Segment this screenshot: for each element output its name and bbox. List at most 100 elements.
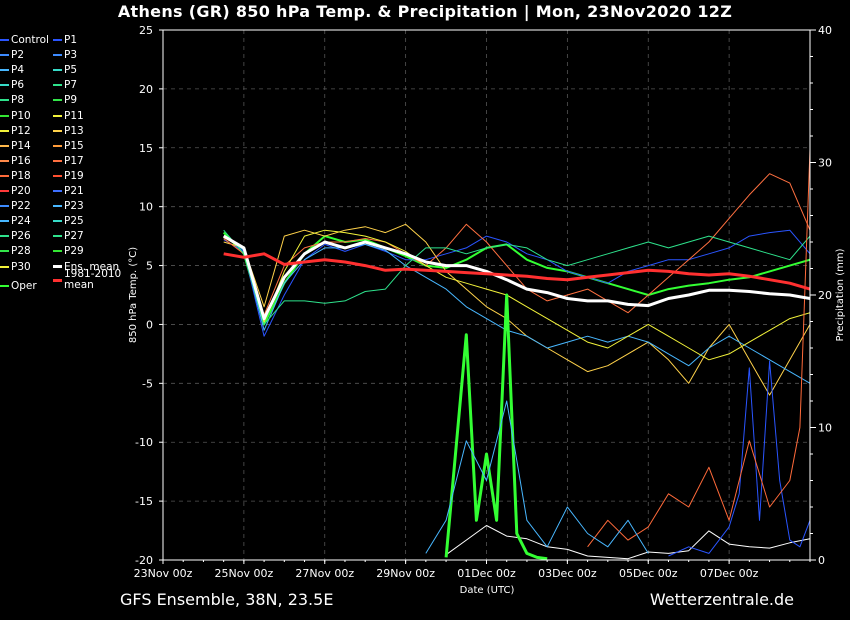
y-tick-label: -15 bbox=[135, 495, 153, 508]
legend-label: P27 bbox=[64, 230, 84, 243]
legend-label: 1981-2010 mean bbox=[64, 268, 122, 292]
footer-source: Wetterzentrale.de bbox=[649, 590, 794, 609]
legend-item: P9 bbox=[53, 93, 77, 107]
legend-label: P14 bbox=[11, 139, 31, 152]
legend-label: P8 bbox=[11, 94, 25, 107]
legend-swatch bbox=[53, 99, 62, 102]
legend-item: P16 bbox=[0, 154, 31, 168]
legend-label: Ens. mean bbox=[64, 260, 120, 273]
legend-label: P9 bbox=[64, 94, 78, 107]
legend-label: P28 bbox=[11, 245, 31, 258]
x-tick-label: 07Dec 00z bbox=[700, 567, 759, 580]
legend-item: P24 bbox=[0, 214, 31, 228]
series-line-p17 bbox=[223, 173, 810, 316]
legend-swatch bbox=[0, 54, 9, 57]
legend-swatch bbox=[53, 190, 62, 192]
legend-label: P6 bbox=[11, 79, 25, 92]
legend-swatch bbox=[0, 144, 9, 147]
y2-tick-label: 0 bbox=[818, 554, 825, 567]
legend-swatch bbox=[0, 174, 9, 177]
x-tick-label: 29Nov 00z bbox=[376, 567, 435, 580]
legend-swatch bbox=[0, 235, 9, 238]
legend-label: P13 bbox=[64, 124, 84, 137]
legend-swatch bbox=[0, 39, 9, 41]
legend-swatch bbox=[0, 265, 9, 268]
legend-item: P13 bbox=[53, 124, 84, 138]
legend-swatch bbox=[53, 114, 62, 117]
y-tick-label: 15 bbox=[139, 142, 153, 155]
legend-item: 1981-2010 mean bbox=[53, 269, 134, 291]
legend-label: Oper bbox=[11, 280, 37, 293]
y-tick-label: -5 bbox=[142, 377, 153, 390]
series-line-oper-precipitation bbox=[444, 293, 548, 560]
series-line-p18-precipitation bbox=[587, 149, 810, 548]
legend-item: P22 bbox=[0, 199, 31, 213]
legend-item: P10 bbox=[0, 109, 31, 123]
legend-swatch bbox=[53, 265, 62, 268]
legend-label: P5 bbox=[64, 64, 78, 77]
legend-label: P1 bbox=[64, 34, 78, 46]
chart-title: Athens (GR) 850 hPa Temp. & Precipitatio… bbox=[117, 2, 733, 21]
plot-frame bbox=[162, 29, 811, 561]
y-tick-label: 0 bbox=[146, 318, 153, 331]
legend-swatch bbox=[0, 129, 9, 132]
x-tick-label: 05Dec 00z bbox=[619, 567, 678, 580]
legend-label: P23 bbox=[64, 200, 84, 213]
x-tick-label: 25Nov 00z bbox=[215, 567, 274, 580]
legend-label: P3 bbox=[64, 49, 78, 62]
y-tick-label: 20 bbox=[139, 83, 153, 96]
series-line-ens-mean-precipitation bbox=[445, 525, 810, 560]
legend-item: P8 bbox=[0, 93, 24, 107]
legend-label: P26 bbox=[11, 230, 31, 243]
legend-swatch bbox=[53, 144, 62, 147]
legend-label: P18 bbox=[11, 169, 31, 182]
legend-label: P12 bbox=[11, 124, 31, 137]
series-line-p1-precipitation bbox=[668, 360, 810, 557]
legend-item: Control bbox=[0, 33, 49, 47]
legend-item: P20 bbox=[0, 184, 31, 198]
legend-swatch bbox=[0, 69, 9, 72]
y-tick-label: -10 bbox=[135, 436, 153, 449]
legend-label: Control bbox=[11, 34, 49, 46]
series-line-p24 bbox=[223, 235, 810, 384]
legend-swatch bbox=[53, 129, 62, 132]
legend-label: P19 bbox=[64, 169, 84, 182]
legend-item: P15 bbox=[53, 139, 84, 153]
legend-swatch bbox=[0, 250, 9, 253]
legend-swatch bbox=[0, 99, 9, 102]
y2-axis-label: Precipitation (mm) bbox=[835, 248, 846, 341]
legend-label: P17 bbox=[64, 154, 84, 167]
legend-label: P25 bbox=[64, 215, 84, 228]
legend-swatch bbox=[0, 205, 9, 208]
legend-item: P7 bbox=[53, 78, 77, 92]
legend-item: Ens. mean bbox=[53, 260, 119, 274]
legend-label: P29 bbox=[64, 245, 84, 258]
series-line-ens-mean bbox=[222, 234, 810, 321]
y-tick-label: -20 bbox=[135, 554, 153, 567]
legend-item: P1 bbox=[53, 33, 77, 47]
legend-label: P20 bbox=[11, 185, 31, 197]
legend-item: P17 bbox=[53, 154, 84, 168]
legend-swatch bbox=[53, 84, 62, 87]
series-line-p26 bbox=[223, 229, 810, 325]
legend-swatch bbox=[53, 235, 62, 238]
series-line-1981-2010-mean bbox=[223, 252, 810, 291]
legend-swatch bbox=[53, 205, 62, 208]
legend-label: P16 bbox=[11, 154, 31, 167]
y2-tick-label: 40 bbox=[818, 24, 832, 37]
legend-label: P24 bbox=[11, 215, 31, 228]
legend-item: P2 bbox=[0, 48, 24, 62]
legend-swatch bbox=[53, 54, 62, 57]
legend-swatch bbox=[53, 278, 62, 282]
x-axis-label: Date (UTC) bbox=[460, 585, 515, 596]
legend-swatch bbox=[53, 69, 62, 72]
legend-item: P3 bbox=[53, 48, 77, 62]
legend-item: P27 bbox=[53, 229, 84, 243]
legend-label: P2 bbox=[11, 49, 25, 62]
legend-item: P11 bbox=[53, 109, 84, 123]
legend-item: P28 bbox=[0, 244, 31, 258]
legend-item: P4 bbox=[0, 63, 24, 77]
y2-tick-label: 20 bbox=[818, 289, 832, 302]
legend-item: P21 bbox=[53, 184, 84, 198]
legend-swatch bbox=[0, 114, 9, 117]
